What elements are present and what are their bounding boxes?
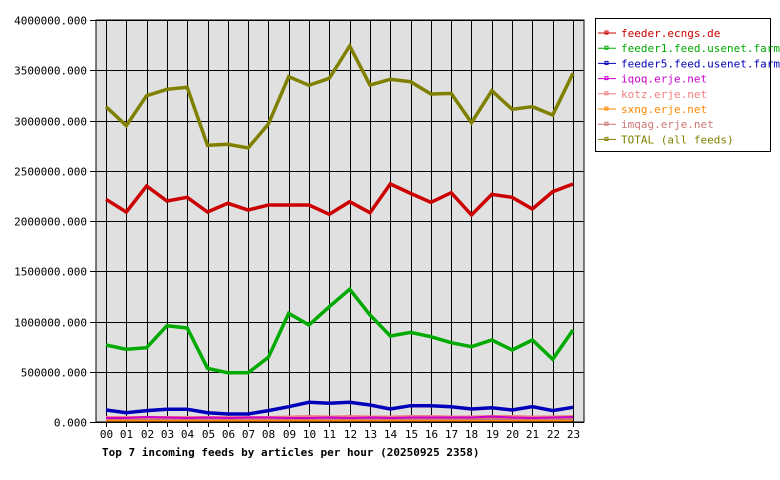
x-tick-label: 05 (202, 428, 215, 441)
legend-item: kotz.erje.net (598, 88, 707, 101)
legend-label: TOTAL (all feeds) (621, 133, 734, 146)
legend-item: feeder1.feed.usenet.farm (598, 42, 780, 55)
series-line-total-all-feeds- (104, 42, 575, 150)
y-tick-label: 1000000.000 (14, 317, 87, 330)
legend-marker-icon (604, 30, 609, 35)
x-tick-label: 11 (323, 428, 336, 441)
chart-title: Top 7 incoming feeds by articles per hou… (102, 446, 480, 459)
legend-marker-icon (604, 76, 609, 81)
y-tick-label: 2500000.000 (14, 166, 87, 179)
y-tick-label: 500000.000 (21, 367, 87, 380)
legend-label: feeder5.feed.usenet.farm (621, 57, 780, 70)
legend-label: feeder1.feed.usenet.farm (621, 42, 780, 55)
x-tick-label: 15 (405, 428, 418, 441)
y-tick-label: 3000000.000 (14, 116, 87, 129)
x-tick-label: 06 (222, 428, 235, 441)
plot-border (95, 19, 585, 423)
x-tick-label: 20 (506, 428, 519, 441)
x-tick-label: 22 (547, 428, 560, 441)
y-tick-label: 2000000.000 (14, 216, 87, 229)
legend-item: sxng.erje.net (598, 103, 707, 116)
legend-item: feeder.ecngs.de (598, 27, 720, 40)
legend-label: sxng.erje.net (621, 103, 707, 116)
x-tick-label: 07 (242, 428, 255, 441)
y-tick-label: 3500000.000 (14, 65, 87, 78)
legend-box (595, 18, 771, 152)
x-tick-label: 09 (283, 428, 296, 441)
series-line-feeder5-feed-usenet-farm (105, 400, 574, 416)
y-axis: 0.000 500000.000 1000000.000 1500000.000 200… (14, 15, 96, 430)
x-tick-label: 04 (181, 428, 195, 441)
y-tick-label: 1500000.000 (14, 266, 87, 279)
legend-item: iqoq.erje.net (598, 73, 707, 86)
legend-marker-icon (604, 60, 609, 65)
x-tick-label: 03 (161, 428, 174, 441)
series-line-feeder1-feed-usenet-farm (105, 286, 575, 375)
legend-item: TOTAL (all feeds) (598, 133, 734, 146)
legend-item: imqag.erje.net (598, 118, 714, 131)
series-line-feeder-ecngs-de (105, 181, 574, 218)
x-tick-label: 01 (120, 428, 133, 441)
legend-label: kotz.erje.net (621, 88, 707, 101)
x-tick-label: 10 (303, 428, 316, 441)
x-tick-label: 23 (567, 428, 580, 441)
x-axis: 00 01 02 03 04 05 06 07 08 09 10 11 12 13 14 15 16 17 18 19… (100, 428, 580, 441)
x-tick-label: 21 (526, 428, 539, 441)
legend: feeder.ecngs.de feeder1.feed.usenet.farm f… (595, 18, 780, 152)
x-tick-label: 17 (445, 428, 458, 441)
legend-marker-icon (604, 45, 609, 50)
legend-label: imqag.erje.net (621, 118, 714, 131)
legend-label: feeder.ecngs.de (621, 27, 720, 40)
legend-label: iqoq.erje.net (621, 73, 707, 86)
series-line-iqoq-erje-net (106, 415, 574, 420)
x-tick-label: 14 (384, 428, 398, 441)
x-tick-label: 16 (425, 428, 438, 441)
y-tick-label: 4000000.000 (14, 15, 87, 28)
legend-marker-icon (604, 91, 609, 96)
legend-marker-icon (604, 121, 609, 126)
legend-marker-icon (604, 106, 609, 111)
legend-item: feeder5.feed.usenet.farm (598, 57, 780, 70)
x-tick-label: 00 (100, 428, 113, 441)
x-tick-label: 18 (465, 428, 478, 441)
x-tick-label: 02 (141, 428, 154, 441)
legend-marker-icon (604, 136, 609, 141)
x-tick-label: 08 (262, 428, 275, 441)
x-tick-label: 12 (344, 428, 357, 441)
x-tick-label: 19 (486, 428, 499, 441)
y-tick-label: 0.000 (54, 417, 87, 430)
x-tick-label: 13 (364, 428, 377, 441)
series-lines (104, 42, 575, 423)
